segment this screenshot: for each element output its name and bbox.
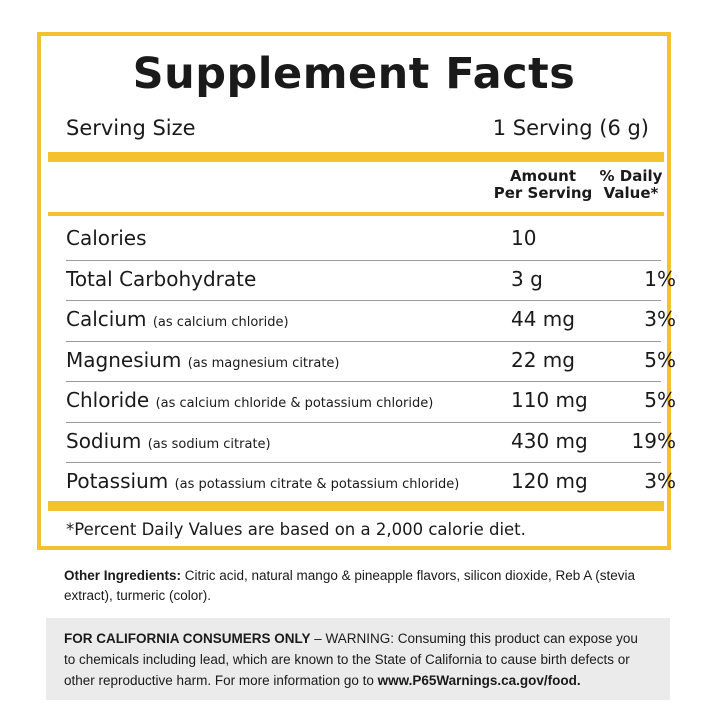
divider-thick-top xyxy=(48,152,664,162)
other-ingredients: Other Ingredients: Citric acid, natural … xyxy=(64,566,664,606)
nutrient-name: Magnesium (as magnesium citrate) xyxy=(66,347,340,372)
nutrient-name: Chloride (as calcium chloride & potassiu… xyxy=(66,388,434,412)
nutrient-row: Magnesium (as magnesium citrate) 22 mg 5… xyxy=(66,342,676,382)
nutrient-name: Sodium (as sodium citrate) xyxy=(66,428,271,453)
dv-header-line2: Value* xyxy=(603,184,659,202)
nutrient-daily-value: 19% xyxy=(631,428,676,453)
nutrient-row: Total Carbohydrate 3 g 1% xyxy=(66,261,676,301)
nutrient-name: Calcium (as calcium chloride) xyxy=(66,307,289,331)
dv-header-line1: % Daily xyxy=(599,167,663,185)
nutrient-amount: 110 mg xyxy=(511,388,588,412)
amount-header-line1: Amount xyxy=(509,167,577,185)
nutrient-daily-value: 1% xyxy=(644,266,676,291)
nutrient-qualifier: (as magnesium citrate) xyxy=(187,355,340,371)
nutrient-qualifier: (as potassium citrate & potassium chlori… xyxy=(174,477,460,492)
nutrient-row: Potassium (as potassium citrate & potass… xyxy=(66,463,676,504)
nutrient-amount: 3 g xyxy=(511,266,543,291)
nutrient-name: Calories xyxy=(66,226,147,250)
nutrient-table: Calories 10 Total Carbohydrate 3 g 1% Ca… xyxy=(66,220,676,504)
ingredients-text: Citric acid, natural mango & pineapple f… xyxy=(64,568,635,603)
nutrient-name: Potassium (as potassium citrate & potass… xyxy=(66,469,460,493)
nutrient-name: Total Carbohydrate xyxy=(66,266,257,291)
warning-text: – WARNING: Consuming this product can ex… xyxy=(64,631,638,688)
amount-column-header: Amount Per Serving xyxy=(493,168,593,202)
supplement-facts-panel: Supplement Facts Serving Size 1 Serving … xyxy=(37,32,676,550)
nutrient-row: Calories 10 xyxy=(66,220,661,261)
warning-label: FOR CALIFORNIA CONSUMERS ONLY xyxy=(64,631,311,646)
nutrient-qualifier: (as calcium chloride) xyxy=(152,315,289,330)
serving-size-row: Serving Size 1 Serving (6 g) xyxy=(66,116,649,146)
nutrient-row: Chloride (as calcium chloride & potassiu… xyxy=(66,382,676,423)
nutrient-daily-value: 5% xyxy=(644,347,676,372)
nutrient-amount: 22 mg xyxy=(511,347,575,372)
nutrient-daily-value: 3% xyxy=(644,469,676,493)
serving-size-value: 1 Serving (6 g) xyxy=(492,116,649,140)
nutrient-daily-value: 3% xyxy=(644,307,676,331)
nutrient-amount: 120 mg xyxy=(511,469,588,493)
nutrient-amount: 430 mg xyxy=(511,428,588,453)
nutrient-row: Sodium (as sodium citrate) 430 mg 19% xyxy=(66,423,676,463)
nutrient-qualifier: (as calcium chloride & potassium chlorid… xyxy=(155,396,434,411)
serving-size-label: Serving Size xyxy=(66,116,196,140)
warning-link: www.P65Warnings.ca.gov/food. xyxy=(377,673,581,688)
amount-header-line2: Per Serving xyxy=(493,184,593,202)
panel-title: Supplement Facts xyxy=(132,49,576,99)
nutrient-amount: 10 xyxy=(511,226,537,250)
prop65-warning: FOR CALIFORNIA CONSUMERS ONLY – WARNING:… xyxy=(46,618,670,700)
ingredients-label: Other Ingredients: xyxy=(64,568,182,583)
daily-value-column-header: % Daily Value* xyxy=(596,168,666,202)
nutrient-daily-value: 5% xyxy=(644,388,676,412)
nutrient-qualifier: (as sodium citrate) xyxy=(147,436,271,452)
divider-thin xyxy=(48,212,664,216)
divider-thick-bottom xyxy=(48,501,664,511)
nutrient-amount: 44 mg xyxy=(511,307,575,331)
nutrient-row: Calcium (as calcium chloride) 44 mg 3% xyxy=(66,301,676,342)
daily-value-footnote: *Percent Daily Values are based on a 2,0… xyxy=(66,520,526,539)
